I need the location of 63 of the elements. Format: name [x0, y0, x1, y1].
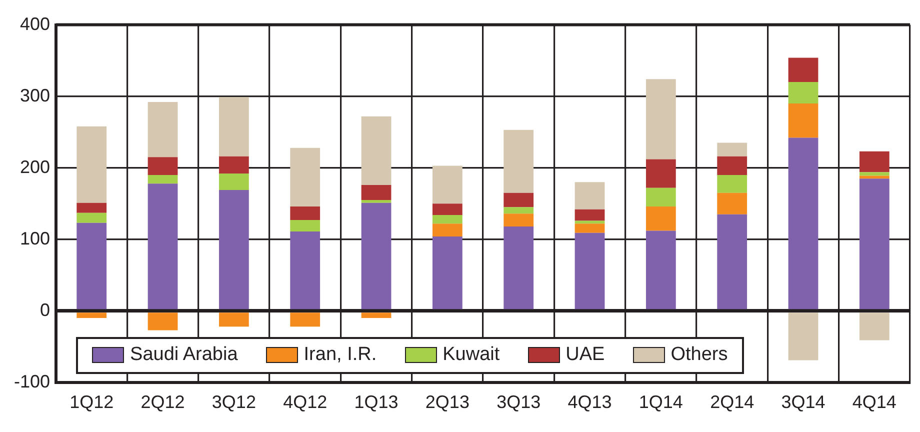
- bar: [290, 206, 320, 220]
- x-tick-label: 3Q14: [781, 392, 826, 412]
- bar: [148, 174, 178, 184]
- bar: [574, 182, 605, 210]
- bar: [361, 185, 392, 200]
- bar: [290, 148, 320, 206]
- bar: [218, 156, 249, 174]
- bar: [432, 215, 462, 224]
- x-tick-label: 4Q14: [852, 392, 896, 412]
- bar: [76, 212, 107, 223]
- x-tick-label: 4Q13: [568, 392, 612, 412]
- y-tick-label: 400: [20, 14, 50, 34]
- bar: [218, 97, 249, 156]
- bar: [859, 151, 890, 172]
- bar: [504, 130, 534, 193]
- legend-label: Saudi Arabia: [130, 344, 238, 366]
- bar: [859, 176, 890, 179]
- y-tick-label: 300: [20, 85, 50, 106]
- bar: [574, 209, 605, 221]
- y-tick-label: 0: [40, 300, 50, 320]
- x-tick-label: 4Q12: [283, 392, 328, 412]
- x-tick-label: 1Q12: [70, 392, 114, 412]
- bar: [504, 214, 534, 226]
- bar: [148, 102, 178, 158]
- bar: [574, 224, 605, 233]
- bar: [504, 207, 534, 214]
- x-tick-label: 3Q13: [496, 392, 541, 412]
- bar: [361, 116, 392, 186]
- bar: [859, 172, 890, 176]
- bar: [432, 166, 462, 204]
- bar: [788, 82, 818, 104]
- bar: [432, 224, 462, 236]
- bar: [717, 192, 748, 214]
- bar: [218, 174, 249, 190]
- bar: [361, 200, 392, 203]
- legend-label: Others: [670, 344, 728, 366]
- x-tick-label: 2Q14: [710, 392, 754, 412]
- x-tick-label: 1Q14: [638, 392, 683, 412]
- legend-label: Iran, I.R.: [304, 344, 377, 366]
- bar: [646, 159, 676, 188]
- bar: [788, 103, 818, 138]
- y-tick-label: 200: [20, 156, 50, 177]
- bar: [432, 204, 462, 216]
- y-tick-label: -100: [14, 371, 50, 392]
- bar: [76, 126, 107, 203]
- bar: [646, 79, 676, 160]
- bar: [717, 174, 748, 193]
- bar: [290, 220, 320, 232]
- legend-label: Kuwait: [442, 344, 500, 366]
- bar: [646, 188, 676, 206]
- x-tick-label: 1Q13: [354, 392, 398, 412]
- bar: [148, 157, 178, 175]
- x-tick-label: 2Q13: [425, 392, 470, 412]
- x-tick-label: 3Q12: [212, 392, 256, 412]
- bar: [504, 192, 534, 208]
- bar: [788, 58, 818, 82]
- x-tick-label: 2Q12: [140, 392, 185, 412]
- bar: [717, 156, 748, 175]
- legend-label: UAE: [566, 344, 605, 366]
- bar: [76, 202, 107, 213]
- y-tick-label: 100: [20, 228, 50, 248]
- bar: [646, 206, 676, 231]
- bar: [717, 142, 748, 156]
